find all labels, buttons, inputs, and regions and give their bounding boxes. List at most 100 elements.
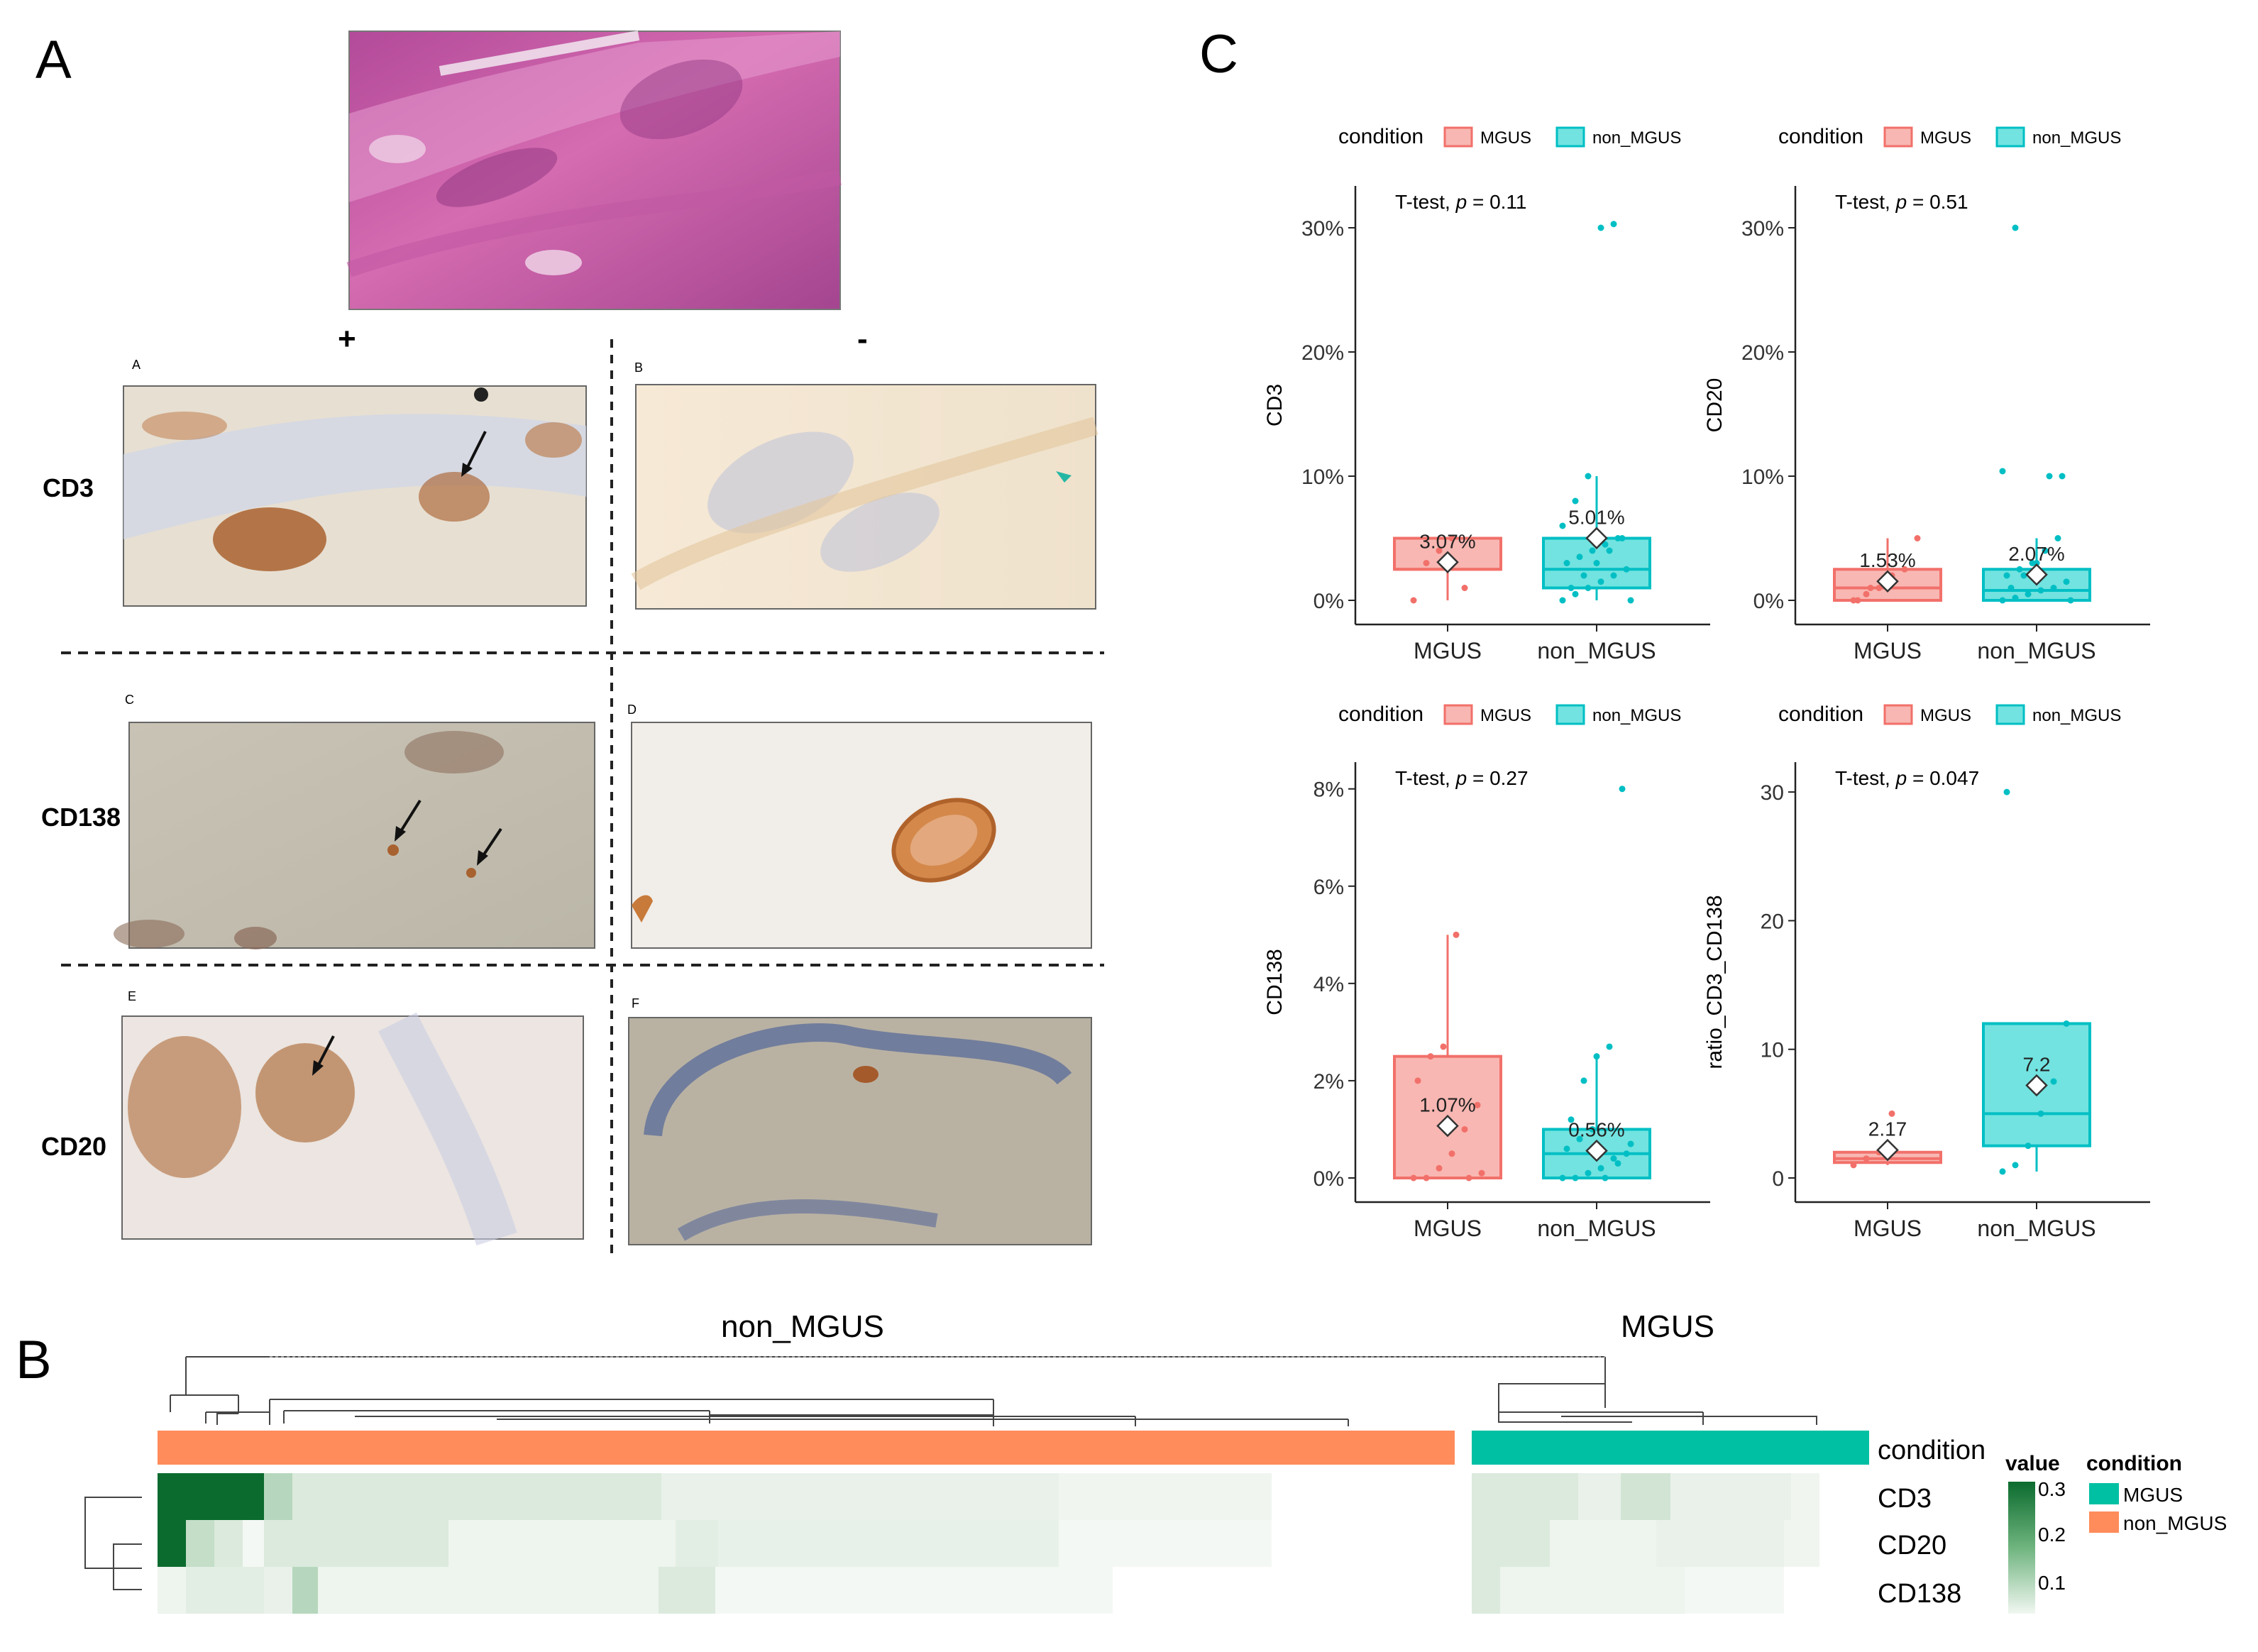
ihc-image-cd3-positive (123, 385, 587, 607)
data-point (2025, 1142, 2032, 1150)
data-point (1854, 597, 1861, 604)
y-tick-label: 30% (1741, 217, 1784, 241)
group-label-non-mgus: non_MGUS (721, 1309, 884, 1344)
value-legend-tick-0.2: 0.2 (2038, 1524, 2066, 1546)
data-point (1623, 566, 1630, 573)
data-point (1619, 786, 1626, 793)
box-MGUS: 1.53% MGUS (1833, 535, 1942, 663)
data-point (1423, 560, 1430, 566)
x-tick-label: non_MGUS (1537, 638, 1656, 663)
legend-condition: condition MGUS non_MGUS (1338, 125, 1681, 148)
data-point (2037, 1110, 2044, 1117)
data-point (1602, 541, 1609, 548)
data-point (2020, 572, 2027, 579)
data-point (1580, 1077, 1587, 1084)
data-point (1559, 1174, 1566, 1182)
data-point (2025, 590, 2032, 598)
y-tick-label: 6% (1314, 876, 1344, 899)
legend-label-mgus: MGUS (1920, 128, 1971, 148)
value-legend-gradient (2008, 1482, 2035, 1614)
data-point (1563, 560, 1570, 566)
sub-label-b: B (634, 360, 643, 375)
mean-label: 5.01% (1568, 506, 1624, 528)
heatmap-row-cd3 (158, 1473, 1819, 1520)
x-tick-label: MGUS (1854, 638, 1922, 663)
legend-title: condition (1778, 125, 1863, 148)
x-tick-label: non_MGUS (1537, 1216, 1656, 1241)
mean-marker (1585, 527, 1608, 550)
legend-title: condition (1338, 703, 1423, 726)
legend-swatch-mgus (1883, 704, 1913, 725)
data-point (1572, 497, 1579, 505)
row-label-cd138: CD138 (41, 803, 121, 832)
data-point (2003, 788, 2010, 795)
legend-condition: condition MGUS non_MGUS (1338, 703, 1681, 726)
mean-label: 2.07% (2008, 543, 2064, 565)
test-annotation: T-test, p = 0.11 (1395, 191, 1527, 213)
data-point (1863, 590, 1870, 598)
row-label-cd20: CD20 (41, 1132, 106, 1161)
data-point (1888, 1110, 1895, 1117)
heatmap-label-cd20: CD20 (1878, 1531, 1946, 1560)
mean-marker (1436, 551, 1459, 574)
condition-legend-label-non-mgus: non_MGUS (2123, 1512, 2227, 1534)
data-point (1572, 1174, 1579, 1182)
y-tick-label: 0% (1314, 590, 1344, 613)
box-MGUS: 3.07% MGUS (1393, 530, 1502, 663)
data-point (1576, 1135, 1583, 1142)
data-point (2012, 1162, 2019, 1169)
data-point (1410, 1174, 1417, 1182)
data-point (1461, 1125, 1468, 1133)
heatmap-label-condition: condition (1878, 1436, 1986, 1465)
data-point (2050, 1078, 2057, 1085)
data-point (1614, 1160, 1621, 1167)
legend-condition: condition MGUS non_MGUS (1778, 703, 2121, 726)
boxplot-cd20: condition MGUS non_MGUS 0% 10% 20% 30% CD20 T-te… (1703, 125, 2150, 663)
data-point (1448, 1150, 1455, 1157)
data-point (1461, 585, 1468, 591)
mean-label: 3.07% (1419, 530, 1475, 552)
mean-marker (1876, 570, 1899, 593)
legend-title: condition (1778, 703, 1863, 726)
y-tick-label: 0% (1753, 590, 1784, 613)
legend-label-non-mgus: non_MGUS (1592, 706, 1681, 725)
data-point (1436, 547, 1443, 554)
group-label-mgus: MGUS (1621, 1309, 1714, 1344)
heatmap-row-cd20 (158, 1520, 1819, 1567)
data-point (1901, 566, 1908, 573)
legend-swatch-mgus (1443, 126, 1473, 148)
y-tick-label: 20% (1301, 341, 1344, 365)
data-point (1999, 468, 2006, 475)
y-tick-label: 10% (1741, 466, 1784, 489)
legend-label-mgus: MGUS (1920, 706, 1971, 725)
y-tick-label: 30 (1761, 781, 1784, 805)
y-tick-label: 4% (1314, 973, 1344, 996)
data-point (1448, 535, 1455, 541)
mean-marker (1436, 1114, 1459, 1138)
legend-swatch-non-mgus (1995, 704, 2025, 725)
data-point (2033, 560, 2040, 566)
data-point (1589, 1125, 1596, 1133)
y-axis-label: CD3 (1263, 384, 1287, 426)
data-point (1580, 572, 1587, 579)
condition-legend-label-mgus: MGUS (2123, 1484, 2183, 1506)
box-body (1833, 568, 1942, 602)
panel-a-label: A (35, 30, 72, 90)
ihc-image-cd138-negative (631, 722, 1092, 949)
data-point (2037, 587, 2044, 594)
data-point (2012, 595, 2019, 601)
data-point (1593, 1053, 1600, 1060)
data-point (1876, 585, 1883, 591)
legend-swatch-non-mgus (1555, 704, 1585, 725)
box-MGUS: 2.17 MGUS (1833, 1110, 1942, 1241)
data-point (2050, 585, 2057, 591)
row-dendrogram (84, 1497, 142, 1590)
mean-label: 0.56% (1568, 1119, 1624, 1141)
heatmap-row-cd138 (158, 1567, 1784, 1614)
data-point (1999, 597, 2006, 604)
ihc-image-cd20-positive (121, 1012, 584, 1246)
data-point (1867, 585, 1874, 591)
box-MGUS: 1.07% MGUS (1393, 931, 1502, 1241)
data-point (1585, 585, 1592, 591)
heatmap-label-cd138: CD138 (1878, 1579, 1961, 1609)
